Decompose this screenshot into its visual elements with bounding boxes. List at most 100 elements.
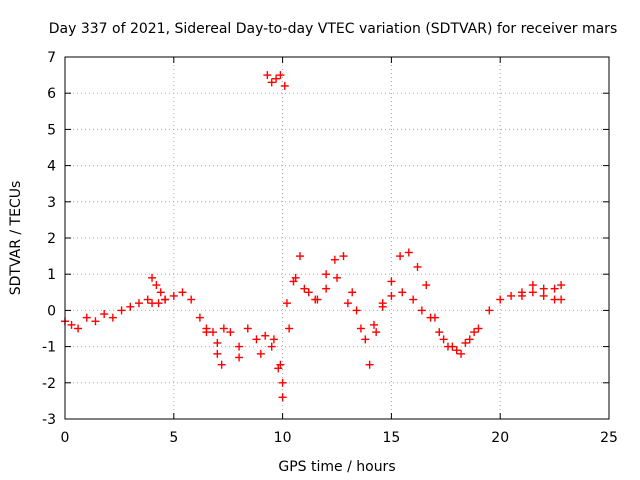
data-point <box>269 335 278 344</box>
data-point <box>100 310 109 319</box>
data-point <box>470 328 479 337</box>
data-point <box>300 284 309 293</box>
data-point <box>226 328 235 337</box>
data-point <box>267 342 276 351</box>
x-tick-label: 25 <box>600 430 618 446</box>
data-point <box>278 378 287 387</box>
data-point <box>496 295 505 304</box>
data-point <box>352 306 361 315</box>
data-point <box>387 291 396 300</box>
data-point <box>474 324 483 333</box>
data-point <box>378 302 387 311</box>
data-point <box>435 328 444 337</box>
data-point <box>134 299 143 308</box>
data-point <box>117 306 126 315</box>
data-point <box>217 360 226 369</box>
data-point <box>539 291 548 300</box>
data-point <box>396 252 405 261</box>
data-point <box>219 324 228 333</box>
data-point <box>161 295 170 304</box>
data-point <box>361 335 370 344</box>
data-point <box>398 288 407 297</box>
data-point <box>143 295 152 304</box>
data-point <box>517 291 526 300</box>
data-point <box>465 335 474 344</box>
data-point <box>267 78 276 87</box>
y-tick-label: 6 <box>47 86 56 102</box>
data-point <box>108 313 117 322</box>
data-point <box>348 288 357 297</box>
data-point <box>261 331 270 340</box>
data-point <box>282 299 291 308</box>
data-point <box>528 288 537 297</box>
data-point <box>417 306 426 315</box>
data-point <box>256 349 265 358</box>
data-point <box>178 288 187 297</box>
data-point <box>278 393 287 402</box>
data-point <box>272 74 281 83</box>
x-tick-label: 5 <box>169 430 178 446</box>
axis-ticks: 0 5 10 15 20 25 -3 -2 -1 0 1 2 3 4 5 6 7 <box>42 50 618 446</box>
data-point <box>507 291 516 300</box>
data-point <box>330 255 339 264</box>
data-point <box>409 295 418 304</box>
data-points <box>61 71 566 402</box>
data-point <box>82 313 91 322</box>
data-point <box>439 335 448 344</box>
data-point <box>322 270 331 279</box>
data-point <box>372 328 381 337</box>
data-point <box>126 302 135 311</box>
data-point <box>213 349 222 358</box>
data-point <box>252 335 261 344</box>
y-tick-label: -1 <box>42 340 56 356</box>
data-point <box>365 360 374 369</box>
data-point <box>426 313 435 322</box>
data-point <box>322 284 331 293</box>
y-tick-label: 5 <box>47 122 56 138</box>
y-tick-label: 3 <box>47 195 56 211</box>
data-point <box>276 360 285 369</box>
data-point <box>422 281 431 290</box>
gridlines <box>65 57 609 419</box>
data-point <box>243 324 252 333</box>
data-point <box>356 324 365 333</box>
data-point <box>202 328 211 337</box>
plot-frame <box>64 56 610 420</box>
data-point <box>404 248 413 257</box>
data-point <box>148 273 157 282</box>
data-point <box>485 306 494 315</box>
y-tick-label: 2 <box>47 231 56 247</box>
data-point <box>557 281 566 290</box>
data-point <box>443 342 452 351</box>
data-point <box>296 252 305 261</box>
x-tick-label: 20 <box>491 430 509 446</box>
data-point <box>235 342 244 351</box>
data-point <box>74 324 83 333</box>
data-point <box>187 295 196 304</box>
data-point <box>557 295 566 304</box>
y-tick-label: 4 <box>47 159 56 175</box>
data-point <box>195 313 204 322</box>
y-tick-label: 0 <box>47 303 56 319</box>
data-point <box>213 338 222 347</box>
data-point <box>413 262 422 271</box>
data-point <box>539 284 548 293</box>
y-tick-label: -2 <box>42 376 56 392</box>
data-point <box>528 281 537 290</box>
data-point <box>156 288 165 297</box>
data-point <box>387 277 396 286</box>
data-point <box>339 252 348 261</box>
y-tick-label: -3 <box>42 412 56 428</box>
data-point <box>263 71 272 80</box>
data-point <box>550 284 559 293</box>
data-point <box>169 291 178 300</box>
x-tick-label: 15 <box>382 430 400 446</box>
y-axis-label: SDTVAR / TECUs <box>8 181 24 296</box>
data-point <box>369 320 378 329</box>
x-axis-label: GPS time / hours <box>278 459 395 475</box>
data-point <box>461 338 470 347</box>
data-point <box>285 324 294 333</box>
data-point <box>280 81 289 90</box>
y-tick-label: 1 <box>47 267 56 283</box>
data-point <box>67 320 76 329</box>
